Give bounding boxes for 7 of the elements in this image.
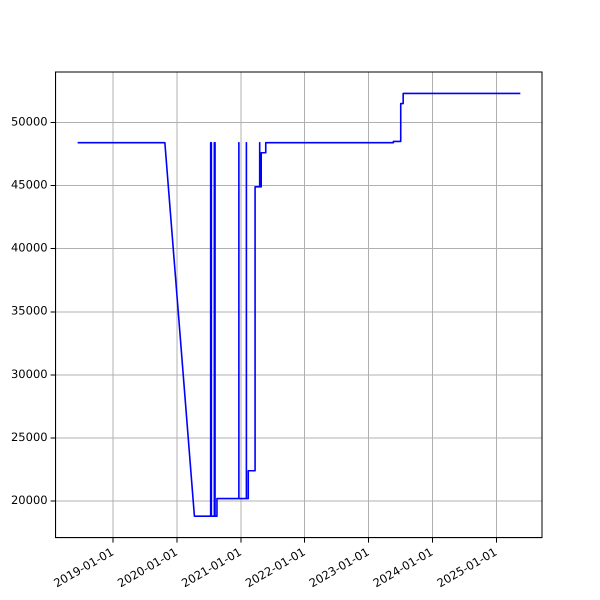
y-tick-label: 40000 — [10, 240, 48, 255]
y-tick-label: 35000 — [10, 304, 48, 318]
y-tick-label: 30000 — [10, 366, 48, 381]
y-tick-label: 50000 — [10, 114, 48, 128]
y-tick-label: 25000 — [10, 430, 48, 444]
y-tick-label: 20000 — [10, 493, 48, 508]
y-tick-label: 45000 — [10, 178, 48, 192]
